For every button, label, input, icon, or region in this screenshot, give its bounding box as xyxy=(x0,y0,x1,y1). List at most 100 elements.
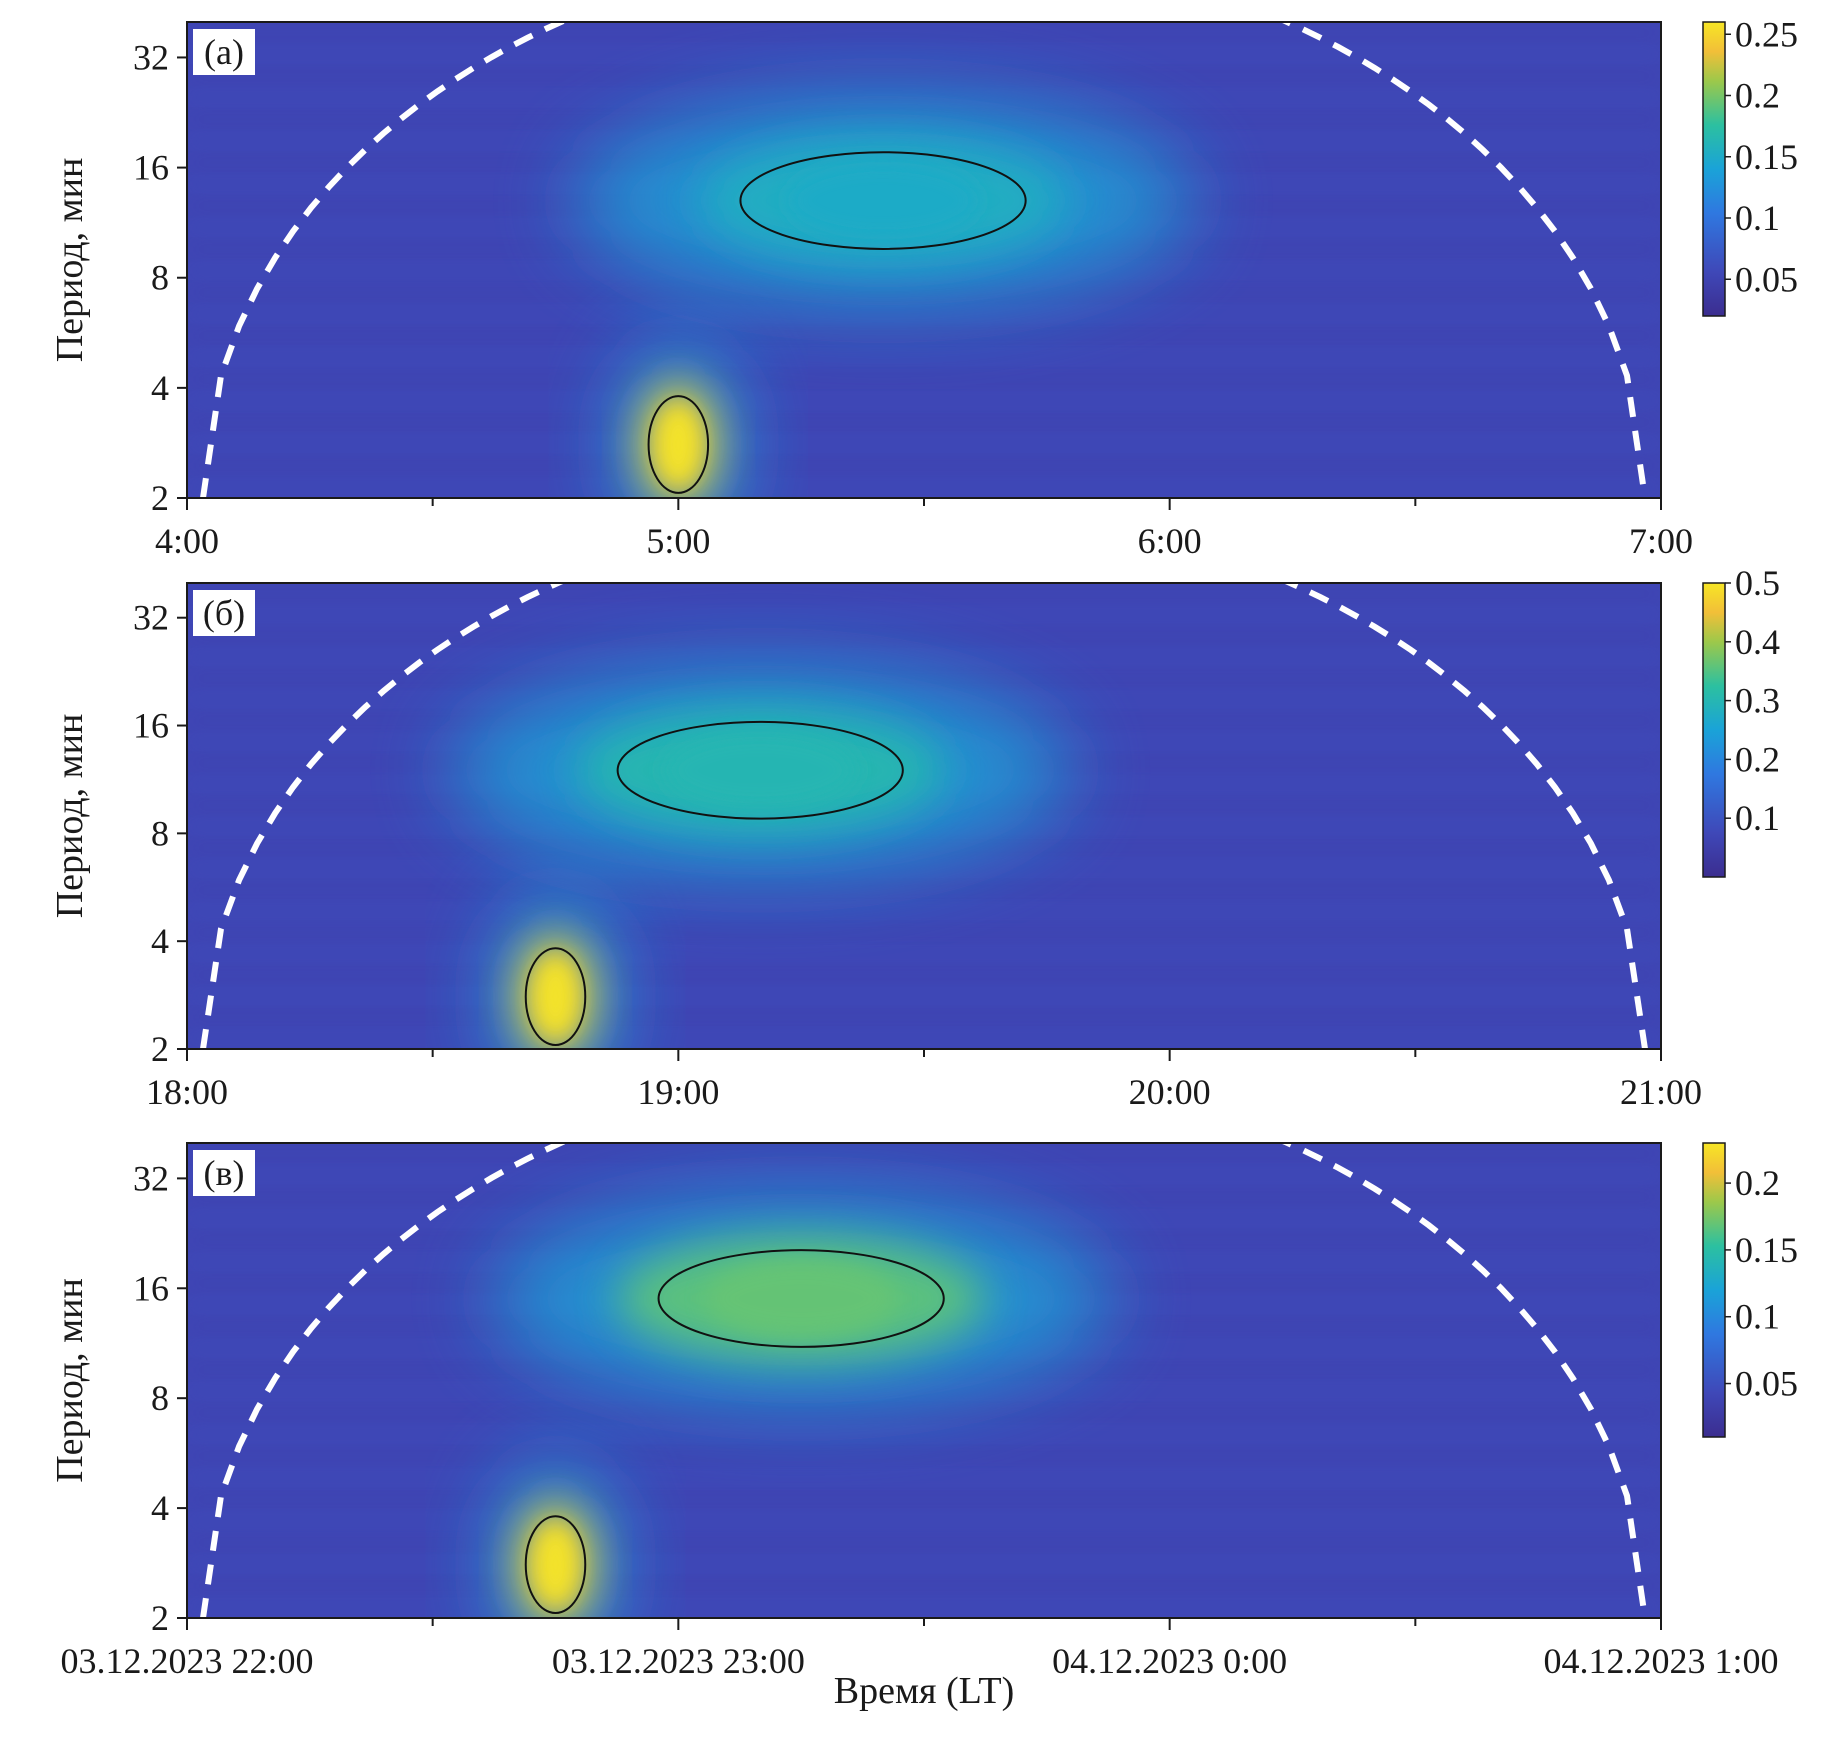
panel-label: (а) xyxy=(204,32,244,72)
peak-max xyxy=(535,957,576,1036)
significance-contour xyxy=(616,720,904,820)
y-tick-label: 2 xyxy=(151,1598,169,1638)
heatmap-band xyxy=(187,308,1661,321)
heatmap-band xyxy=(187,651,1661,664)
x-tick-label: 20:00 xyxy=(1129,1072,1211,1112)
significance-contour xyxy=(657,1249,945,1348)
x-tick-label: 04.12.2023 1:00 xyxy=(1543,1641,1778,1681)
heatmap-band xyxy=(187,329,1661,342)
heatmap-band xyxy=(187,437,1661,450)
heatmap-band xyxy=(187,1450,1661,1463)
y-tick-label: 2 xyxy=(151,1029,169,1069)
significance-contour xyxy=(524,947,587,1047)
y-axis-title: Период, мин xyxy=(49,1278,91,1483)
heatmap-field xyxy=(187,22,1661,498)
colorbar-tick-label: 0.5 xyxy=(1735,563,1780,603)
heatmap-band xyxy=(187,1032,1661,1045)
y-tick-label: 2 xyxy=(151,478,169,518)
heatmap-band xyxy=(187,351,1661,364)
x-tick-label: 6:00 xyxy=(1138,521,1202,561)
panel-label: (в) xyxy=(204,1153,245,1193)
y-tick-label: 32 xyxy=(133,1158,169,1198)
x-tick-label: 4:00 xyxy=(155,521,219,561)
y-tick-label: 16 xyxy=(133,706,169,746)
heatmap-band xyxy=(187,1579,1661,1592)
heatmap-band xyxy=(187,947,1661,960)
heatmap-band xyxy=(187,862,1661,875)
y-tick-label: 16 xyxy=(133,1268,169,1308)
x-tick-label: 18:00 xyxy=(146,1072,228,1112)
significance-contour xyxy=(647,395,710,494)
heatmap-band xyxy=(187,629,1661,642)
x-axis-title: Время (LT) xyxy=(834,1670,1014,1712)
colorbar-tick-label: 0.1 xyxy=(1735,198,1780,238)
heatmap-band xyxy=(187,416,1661,429)
y-tick-label: 4 xyxy=(151,368,169,408)
heatmap-field xyxy=(187,583,1661,1049)
colorbar-tick-label: 0.4 xyxy=(1735,622,1780,662)
x-tick-label: 21:00 xyxy=(1620,1072,1702,1112)
y-tick-label: 32 xyxy=(133,37,169,77)
heatmap-band xyxy=(187,481,1661,494)
heatmap-band xyxy=(187,394,1661,407)
heatmap-band xyxy=(187,990,1661,1003)
colorbar-tick-label: 0.2 xyxy=(1735,76,1780,116)
peak-max xyxy=(786,161,980,240)
x-tick-label: 19:00 xyxy=(637,1072,719,1112)
panel-3: (в) 2 4 8 16 32 Период, мин 03.12.2023 22:00 03.… xyxy=(49,1142,1798,1681)
heatmap-band xyxy=(187,1169,1661,1182)
colorbar-tick-label: 0.25 xyxy=(1735,14,1798,54)
heatmap-band xyxy=(187,26,1661,39)
colorbar-tick-label: 0.05 xyxy=(1735,1364,1798,1404)
heatmap-band xyxy=(187,459,1661,472)
y-tick-label: 4 xyxy=(151,1488,169,1528)
y-tick-label: 16 xyxy=(133,148,169,188)
colorbar-tick-label: 0.2 xyxy=(1735,1163,1780,1203)
heatmap-band xyxy=(187,1011,1661,1024)
heatmap-band xyxy=(187,608,1661,621)
heatmap-band xyxy=(187,672,1661,685)
heatmap-band xyxy=(187,1147,1661,1160)
colorbar xyxy=(1702,582,1726,878)
colorbar-tick-label: 0.1 xyxy=(1735,1297,1780,1337)
heatmap-band xyxy=(187,1190,1661,1203)
panel-label: (б) xyxy=(203,593,245,633)
heatmap-band xyxy=(187,1536,1661,1549)
cone-of-influence xyxy=(200,22,1648,498)
heatmap-band xyxy=(187,968,1661,981)
heatmap-band xyxy=(187,1601,1661,1614)
colorbar-tick-label: 0.15 xyxy=(1735,1230,1798,1270)
colorbar-tick-label: 0.2 xyxy=(1735,739,1780,779)
colorbar xyxy=(1702,1142,1726,1438)
heatmap-band xyxy=(187,1471,1661,1484)
cone-of-influence xyxy=(200,583,1648,1049)
colorbar xyxy=(1702,21,1726,317)
panel-label-box xyxy=(193,29,255,75)
significance-contour xyxy=(524,1515,587,1615)
heatmap-band xyxy=(187,1406,1661,1419)
heatmap-band xyxy=(187,587,1661,600)
heatmap-band xyxy=(187,1558,1661,1571)
x-tick-label: 03.12.2023 23:00 xyxy=(552,1641,805,1681)
heatmap-band xyxy=(187,884,1661,897)
x-tick-label: 7:00 xyxy=(1629,521,1693,561)
colorbar-tick-label: 0.1 xyxy=(1735,798,1780,838)
heatmap-band xyxy=(187,48,1661,61)
peak-max xyxy=(704,1259,898,1338)
heatmap-field xyxy=(187,1143,1661,1618)
y-axis-title: Период, мин xyxy=(49,158,91,363)
panel-label-box xyxy=(193,590,255,636)
peak-max xyxy=(663,731,857,810)
heatmap-band xyxy=(187,1514,1661,1527)
heatmap-band xyxy=(187,373,1661,385)
x-tick-label: 5:00 xyxy=(646,521,710,561)
y-tick-label: 8 xyxy=(151,813,169,853)
cone-of-influence xyxy=(200,1143,1648,1618)
heatmap-band xyxy=(187,1493,1661,1506)
y-tick-label: 8 xyxy=(151,1378,169,1418)
panel-1: (а) 2 4 8 16 32 Период, мин 4:00 5:00 6:00 7:00 0.0… xyxy=(49,14,1798,561)
panel-2: (б) 2 4 8 16 32 Период, мин 18:00 19:00 20:00 21:0… xyxy=(49,563,1780,1112)
colorbar-tick-label: 0.05 xyxy=(1735,259,1798,299)
heatmap-band xyxy=(187,1428,1661,1441)
